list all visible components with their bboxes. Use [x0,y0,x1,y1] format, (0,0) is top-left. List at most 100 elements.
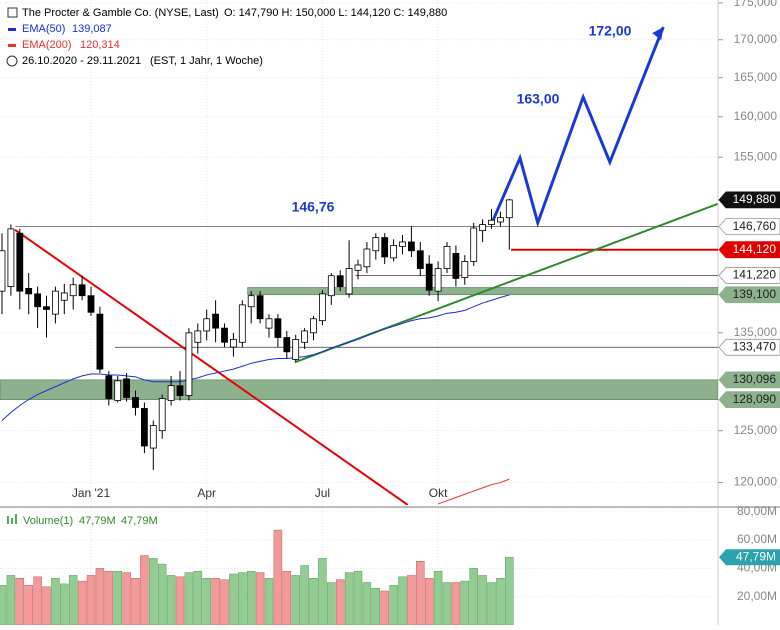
volume-bar [51,578,60,625]
candle-body [452,253,460,279]
volume-bar [95,568,105,625]
volume-bar [6,575,16,625]
candle-body [425,263,433,291]
volume-bar [193,570,203,625]
volume-bar [318,558,327,625]
candle-body [301,330,308,343]
candle-body [0,250,6,292]
volume-bar [380,590,389,625]
projection-line [491,26,665,228]
volume-bar [478,575,487,625]
volume-bar [371,587,381,625]
legend-label: EMA(200) [22,39,72,51]
volume-bar [220,579,229,625]
volume-bar [344,572,354,625]
annotation: 163,00 [517,91,560,107]
ema-line [437,478,510,505]
volume-bar [300,565,309,625]
volume-bar [389,585,398,625]
arrow-head [652,27,664,41]
candle-body [318,293,326,322]
range-note: (EST, 1 Jahr, 1 Woche) [150,55,263,67]
icon [15,514,17,524]
volume-bar [416,561,425,625]
volume-bar [238,572,247,625]
legend-value: 120,314 [80,39,120,51]
volume-bar [264,578,274,625]
annotation: 172,00 [589,23,632,39]
candle-body [176,385,184,396]
volume-bar [175,576,185,625]
volume-bar [469,568,478,625]
candle-body [399,241,406,247]
y-tick-label: 20,00M [737,589,777,603]
candle-body [256,295,264,320]
volume-bar [0,585,7,625]
volume-value: 47,79M [121,515,158,527]
candle-body [105,375,113,399]
volume-bar [77,580,87,625]
candle-body [167,385,175,401]
volume-bar [33,576,42,625]
price-tag [718,267,780,284]
legend-label: EMA(50) [22,23,65,35]
volume-bar [362,582,372,625]
volume-bar [442,582,452,625]
date-range: 26.10.2020 - 29.11.2021 [22,55,141,67]
volume-plot [0,508,718,625]
price-plot [0,0,718,505]
candle-body [221,327,228,343]
candle-body [114,380,122,401]
volume-bar [282,570,292,625]
candle-body [354,264,362,271]
price-tag-label: 133,470 [733,339,777,353]
price-tag-label: 141,220 [733,268,777,282]
title: The Procter & Gamble Co. (NYSE, Last) [22,7,219,19]
y-tick-label: 135,000 [734,325,778,339]
price-tag [718,391,780,409]
candle-body [149,425,157,449]
price-tag [718,241,780,259]
volume-bar [202,578,211,625]
candle-body [381,237,389,258]
candle-body [238,304,246,343]
candle-body [25,288,33,295]
volume-bar [255,572,265,625]
y-tick-label: 60,00M [737,532,777,546]
x-tick-label: Jan '21 [72,486,111,500]
candle-body [52,290,59,315]
candle-body [78,284,86,297]
legend-value: 139,087 [72,23,112,35]
volume-bar [15,578,25,625]
y-tick-label: 175,000 [734,0,778,9]
candle-body [283,337,291,353]
y-tick-label: 170,000 [734,32,778,46]
volume-bar [291,575,300,625]
candle-body [488,219,495,225]
icon [11,518,13,524]
y-tick-label: 165,000 [734,70,778,84]
candle-body [123,378,131,398]
axis-panel [718,0,780,625]
volume-bar [211,578,220,625]
candle-body [185,332,193,396]
candle-body [461,261,469,278]
candle-body [363,248,371,268]
y-tick-label: 155,000 [734,149,778,163]
candle-body [496,217,504,223]
candle-body [141,408,148,447]
candle-body [265,318,273,329]
volume-bar [451,582,461,625]
candle-body [390,245,397,259]
icon [7,516,9,524]
volume-bar [86,575,96,625]
price-tag [718,371,780,389]
volume-bar [273,529,283,625]
volume-bar [327,582,336,625]
candle-body [247,295,255,308]
annotation: 146,76 [292,199,335,215]
volume-bar [398,576,407,625]
candle-body [372,237,380,252]
candle-body [230,339,237,348]
x-tick-label: Okt [429,486,448,500]
